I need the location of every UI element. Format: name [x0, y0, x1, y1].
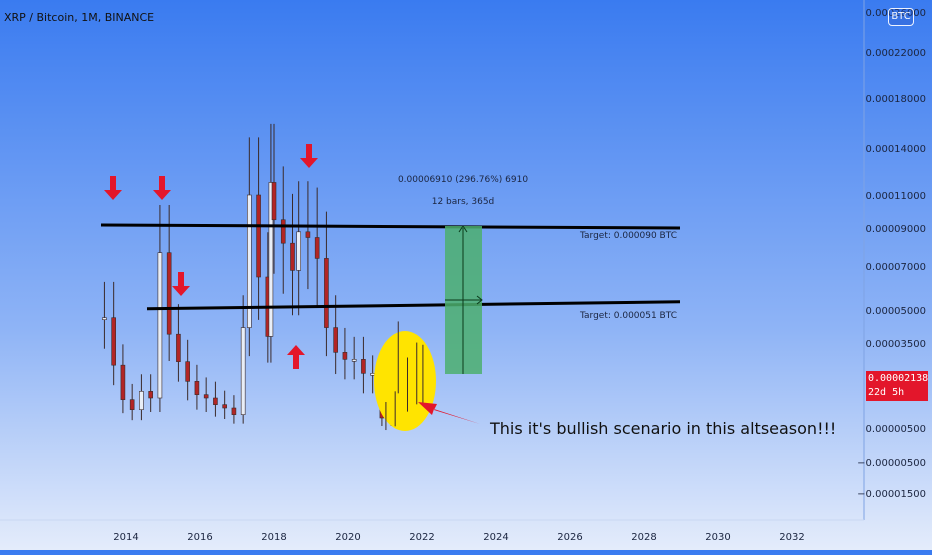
x-tick-label: 2028	[631, 532, 656, 543]
candle-body	[157, 252, 163, 399]
x-tick-label: 2016	[187, 532, 212, 543]
down-arrow-icon	[300, 144, 318, 168]
candle-body	[268, 182, 274, 337]
measure-value-label: 0.00006910 (296.76%) 6910	[398, 175, 528, 185]
trend-lines-layer	[100, 223, 681, 311]
candle-body	[166, 252, 172, 335]
y-tick-label: −0.00000500	[857, 458, 926, 469]
y-tick-label: 0.00007000	[866, 262, 926, 273]
last-price-label: 0.00002138 22d 5h	[866, 371, 928, 401]
candle-body	[194, 381, 200, 395]
candle-body	[185, 361, 190, 382]
candle-body	[176, 333, 181, 362]
candle-body	[240, 327, 246, 415]
x-tick-label: 2018	[261, 532, 286, 543]
y-tick-label: 0.00000500	[866, 424, 926, 435]
target-lower-label: Target: 0.000051 BTC	[579, 311, 677, 321]
candle-body	[290, 242, 295, 271]
y-tick-label: 0.00009000	[866, 224, 926, 235]
resistance-line-lower	[146, 300, 681, 311]
x-tick-label: 2024	[483, 532, 508, 543]
x-tick-label: 2014	[113, 532, 138, 543]
x-tick-label: 2022	[409, 532, 434, 543]
down-arrow-icon	[172, 272, 190, 296]
target-upper-label: Target: 0.000090 BTC	[579, 231, 677, 241]
candle-body	[148, 391, 153, 399]
measure-bars-label: 12 bars, 365d	[432, 197, 495, 207]
candle-body	[129, 399, 135, 410]
candle-body	[203, 394, 209, 399]
measure-mid-arrow	[476, 295, 483, 305]
bar-countdown: 22d 5h	[868, 387, 905, 398]
candle-body	[370, 373, 375, 376]
candles-layer	[102, 123, 422, 426]
axis-layer: 0.00026000 0.00022000 0.00018000 0.00014000…	[0, 0, 926, 543]
y-tick-label: 0.00018000	[866, 94, 926, 105]
candle-body	[314, 237, 320, 259]
down-arrow-icon	[153, 176, 171, 200]
callout-text: This it's bullish scenario in this altse…	[489, 419, 836, 438]
down-arrow-icon	[104, 176, 122, 200]
candle-body	[222, 404, 227, 409]
currency-badge[interactable]: BTC	[888, 8, 914, 26]
y-tick-label: 0.00022000	[866, 48, 926, 59]
candle-body	[324, 258, 329, 328]
y-tick-label: 0.00005000	[866, 306, 926, 317]
measure-arrow-head	[458, 225, 468, 233]
x-tick-label: 2030	[705, 532, 730, 543]
candle-body	[305, 231, 311, 238]
candle-body	[247, 194, 252, 328]
y-tick-label: 0.00014000	[866, 144, 926, 155]
candle-body	[213, 397, 218, 405]
candle-body	[271, 182, 277, 221]
candle-body	[231, 407, 237, 415]
y-tick-label: 0.00003500	[866, 339, 926, 350]
last-price-value: 0.00002138	[868, 373, 929, 384]
candle-body	[333, 327, 338, 353]
candle-body	[280, 219, 286, 244]
callout-arrow	[418, 402, 480, 424]
highlight-ellipse	[374, 331, 436, 431]
candle-body	[351, 359, 357, 362]
y-tick-label: 0.00026000	[866, 8, 926, 19]
candle-body	[296, 231, 301, 271]
up-arrow-icon	[287, 345, 305, 369]
x-tick-label: 2020	[335, 532, 360, 543]
chart-title: XRP / Bitcoin, 1M, BINANCE	[4, 11, 155, 24]
candle-body	[102, 317, 107, 321]
resistance-line-upper	[100, 223, 681, 230]
x-tick-label: 2026	[557, 532, 582, 543]
overlay-layer	[104, 144, 483, 431]
y-tick-label: 0.00011000	[866, 191, 926, 202]
candle-body	[120, 364, 126, 400]
x-tick-label: 2032	[779, 532, 804, 543]
candle-body	[256, 194, 261, 278]
candle-body	[111, 317, 116, 366]
y-tick-label: −0.00001500	[857, 489, 926, 500]
candle-body	[361, 359, 366, 374]
candle-body	[139, 391, 144, 410]
candle-body	[342, 352, 348, 360]
